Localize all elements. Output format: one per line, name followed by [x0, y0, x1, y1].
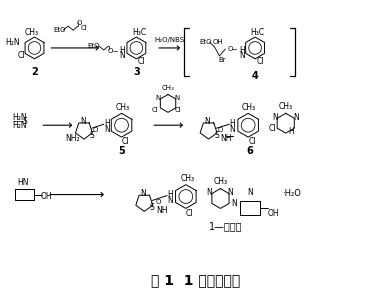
Text: Cl: Cl: [122, 137, 129, 145]
Text: O: O: [108, 48, 113, 54]
Text: OH: OH: [268, 209, 280, 218]
Text: N: N: [140, 189, 146, 198]
Text: NH: NH: [156, 206, 168, 215]
Text: O: O: [76, 20, 82, 26]
Text: NH: NH: [221, 134, 232, 142]
Text: Cl: Cl: [256, 57, 264, 66]
Text: CH₃: CH₃: [115, 103, 129, 112]
Text: O: O: [218, 127, 223, 133]
Text: Cl: Cl: [175, 107, 181, 113]
Text: Cl: Cl: [81, 25, 87, 31]
Text: 3: 3: [133, 67, 140, 77]
Text: 2: 2: [31, 67, 38, 77]
Text: N: N: [272, 113, 278, 122]
Text: H₃C: H₃C: [132, 28, 146, 37]
Text: H₃C: H₃C: [250, 28, 264, 37]
Text: ·H₂O: ·H₂O: [282, 189, 301, 198]
Text: N: N: [205, 117, 211, 126]
Text: H: H: [239, 46, 245, 55]
Text: Cl: Cl: [248, 137, 256, 145]
Text: O: O: [228, 46, 233, 52]
Text: Cl: Cl: [138, 57, 145, 66]
Text: O: O: [92, 127, 98, 133]
Text: Cl: Cl: [268, 124, 276, 133]
Text: N: N: [227, 188, 233, 197]
Text: H₂O/NBS: H₂O/NBS: [154, 37, 184, 43]
Text: EtO: EtO: [199, 39, 212, 45]
Text: N: N: [120, 51, 126, 60]
Text: 图 1  1 的合成路线: 图 1 1 的合成路线: [151, 273, 240, 287]
Text: S: S: [89, 131, 94, 140]
Text: NH₂: NH₂: [65, 134, 80, 142]
Text: N: N: [174, 96, 179, 101]
Text: N: N: [167, 196, 173, 205]
Text: Cl: Cl: [152, 107, 159, 113]
Text: 5: 5: [118, 146, 125, 156]
Text: 4: 4: [252, 71, 259, 81]
Text: CH₃: CH₃: [213, 177, 227, 186]
Text: S: S: [22, 117, 27, 126]
Text: H: H: [104, 119, 110, 128]
Text: H₂N: H₂N: [13, 113, 27, 122]
Text: N: N: [104, 125, 110, 134]
Text: CH₃: CH₃: [181, 174, 195, 183]
Text: N: N: [80, 117, 86, 126]
Text: H₂N: H₂N: [5, 37, 20, 47]
Text: H: H: [120, 46, 126, 55]
Text: CH₃: CH₃: [161, 85, 174, 91]
Text: H: H: [167, 190, 173, 199]
Text: N: N: [247, 188, 253, 197]
Text: H: H: [288, 127, 294, 136]
Text: H: H: [229, 119, 235, 128]
Text: Cl: Cl: [186, 209, 193, 218]
Text: N: N: [239, 51, 245, 60]
Text: EtO: EtO: [87, 43, 99, 49]
Text: N: N: [156, 96, 161, 101]
Text: 6: 6: [247, 146, 254, 156]
Text: O: O: [156, 199, 161, 206]
Text: EtO: EtO: [53, 27, 66, 33]
Text: OH: OH: [212, 39, 223, 45]
Text: N: N: [229, 125, 235, 134]
Text: Br: Br: [219, 57, 226, 63]
Text: S: S: [214, 131, 219, 140]
Text: CH₃: CH₃: [279, 102, 293, 111]
Text: CH₃: CH₃: [25, 28, 39, 37]
Text: N: N: [231, 199, 237, 208]
Text: N: N: [293, 113, 298, 122]
Text: H₂N: H₂N: [13, 121, 27, 130]
Text: 1—水合物: 1—水合物: [209, 221, 242, 231]
Text: S: S: [150, 203, 154, 212]
Text: CH₃: CH₃: [242, 103, 256, 112]
Text: N: N: [207, 188, 213, 197]
Text: OH: OH: [41, 192, 52, 201]
Text: HN: HN: [17, 178, 28, 187]
Text: Cl: Cl: [18, 51, 25, 60]
